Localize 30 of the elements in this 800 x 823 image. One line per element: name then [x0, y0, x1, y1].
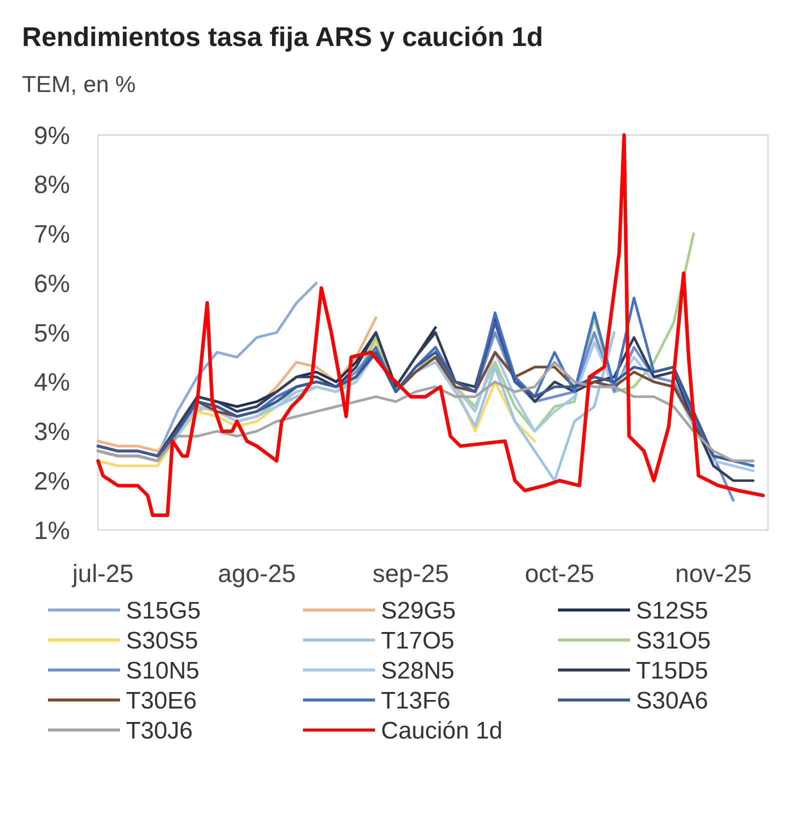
y-tick-label: 6%	[34, 270, 70, 298]
legend-label: S30S5	[126, 627, 198, 654]
legend-label: S29G5	[381, 597, 456, 624]
legend-label: T13F6	[381, 687, 450, 714]
chart-subtitle: TEM, en %	[22, 71, 136, 97]
legend-label: T17O5	[381, 627, 454, 654]
legend-label: S28N5	[381, 657, 454, 684]
x-tick-label: oct-25	[524, 560, 594, 588]
y-tick-label: 4%	[34, 368, 70, 397]
y-tick-label: 9%	[34, 122, 70, 150]
y-tick-label: 8%	[34, 171, 70, 200]
legend-label: S12S5	[636, 597, 708, 624]
x-tick-label: sep-25	[372, 560, 449, 588]
x-tick-label: ago-25	[218, 560, 296, 588]
legend-label: S15G5	[126, 597, 201, 624]
x-tick-label: jul-25	[71, 560, 134, 588]
chart-title: Rendimientos tasa fija ARS y caución 1d	[22, 22, 544, 52]
legend-label: Caución 1d	[381, 717, 502, 744]
legend-label: T30E6	[126, 687, 197, 714]
y-tick-label: 7%	[34, 220, 70, 248]
y-tick-label: 1%	[34, 516, 70, 545]
legend-label: S30A6	[636, 687, 708, 714]
y-tick-label: 5%	[34, 319, 70, 348]
legend-label: T15D5	[636, 657, 708, 684]
legend-label: S31O5	[636, 627, 711, 654]
x-tick-label: nov-25	[675, 560, 752, 588]
legend-label: S10N5	[126, 657, 200, 684]
y-tick-label: 3%	[34, 418, 70, 446]
legend-label: T30J6	[126, 717, 193, 744]
y-tick-label: 2%	[34, 467, 70, 496]
